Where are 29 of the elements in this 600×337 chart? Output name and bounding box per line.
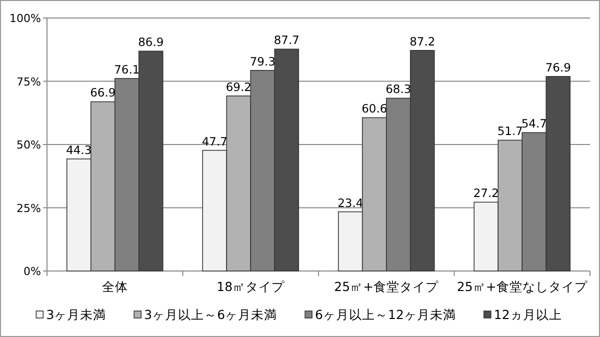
data-label: 87.7 (274, 33, 300, 48)
y-tick-label: 0% (24, 265, 41, 278)
data-label: 68.3 (386, 82, 412, 96)
y-tick-label: 25% (16, 202, 41, 215)
x-tick-label: 25㎡+食堂なしタイプ (456, 279, 588, 294)
data-label: 76.9 (545, 60, 571, 74)
data-label: 66.9 (90, 86, 116, 100)
legend-label: 3ヶ月未満 (46, 307, 106, 322)
y-tick-label: 100% (10, 12, 41, 25)
data-label: 47.7 (202, 134, 228, 148)
data-label: 79.3 (250, 54, 276, 68)
data-label: 51.7 (497, 124, 523, 138)
legend-label: 12ヵ月以上 (494, 307, 562, 322)
legend-label: 3ヶ月以上～6ヶ月未満 (144, 307, 278, 322)
data-label: 86.9 (138, 35, 164, 50)
data-label: 76.1 (114, 62, 140, 76)
data-label: 87.2 (410, 34, 436, 48)
y-tick-label: 75% (16, 75, 41, 88)
data-label: 60.6 (362, 102, 388, 116)
data-label: 44.3 (66, 142, 92, 157)
x-tick-label: 18㎡タイプ (216, 279, 286, 294)
data-label: 27.2 (473, 186, 499, 200)
legend-label: 6ヶ月以上～12ヶ月未満 (315, 307, 456, 322)
data-label: 23.4 (338, 196, 364, 210)
y-tick-label: 50% (16, 138, 41, 152)
x-tick-label: 全体 (102, 279, 128, 294)
x-tick-label: 25㎡+食堂タイプ (334, 279, 440, 294)
data-label: 69.2 (226, 80, 252, 94)
data-label: 54.7 (521, 116, 547, 131)
